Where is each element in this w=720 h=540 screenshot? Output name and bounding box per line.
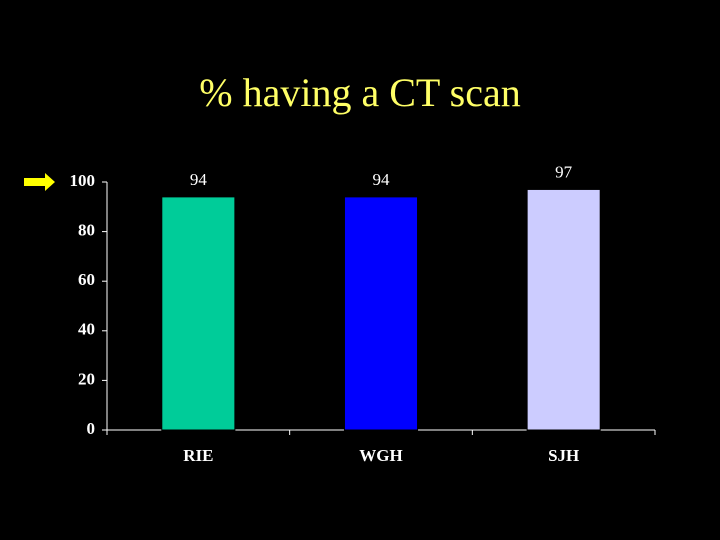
value-label: 97 bbox=[555, 162, 573, 181]
value-label: 94 bbox=[373, 170, 391, 189]
y-tick-label: 80 bbox=[78, 221, 95, 240]
chart-title: % having a CT scan bbox=[199, 70, 520, 115]
value-label: 94 bbox=[190, 170, 208, 189]
y-tick-label: 20 bbox=[78, 369, 95, 388]
x-tick-label: WGH bbox=[359, 446, 402, 465]
arrow bbox=[24, 173, 55, 191]
bar bbox=[343, 196, 419, 431]
bar bbox=[161, 196, 236, 431]
y-tick-label: 40 bbox=[78, 320, 95, 339]
y-tick-label: 100 bbox=[70, 171, 96, 190]
bar bbox=[526, 188, 601, 431]
y-tick-label: 0 bbox=[87, 419, 96, 438]
y-tick-label: 60 bbox=[78, 270, 95, 289]
x-tick-label: SJH bbox=[548, 446, 579, 465]
x-tick-label: RIE bbox=[183, 446, 213, 465]
